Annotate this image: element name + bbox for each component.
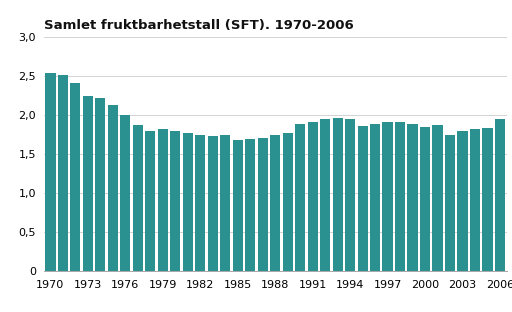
Bar [270,135,281,271]
Bar [120,115,131,271]
Bar [357,125,368,271]
Bar [220,135,230,271]
Bar [457,131,467,271]
Bar [470,129,480,271]
Bar [395,122,405,271]
Bar [208,136,218,271]
Bar [183,133,193,271]
Bar [445,135,455,271]
Bar [195,135,205,271]
Bar [133,125,143,271]
Bar [408,124,418,271]
Bar [83,96,93,271]
Bar [245,139,255,271]
Bar [283,133,293,271]
Bar [482,128,493,271]
Bar [332,118,343,271]
Bar [433,125,443,271]
Bar [295,124,305,271]
Bar [58,75,68,271]
Bar [495,119,505,271]
Bar [158,129,168,271]
Bar [145,131,156,271]
Bar [370,124,380,271]
Bar [258,138,268,271]
Bar [170,131,180,271]
Bar [420,127,430,271]
Bar [108,105,118,271]
Bar [232,140,243,271]
Bar [45,73,55,271]
Bar [345,119,355,271]
Bar [308,122,318,271]
Bar [70,83,80,271]
Bar [95,98,105,271]
Bar [382,123,393,271]
Bar [320,119,330,271]
Text: Samlet fruktbarhetstall (SFT). 1970-2006: Samlet fruktbarhetstall (SFT). 1970-2006 [44,19,353,32]
